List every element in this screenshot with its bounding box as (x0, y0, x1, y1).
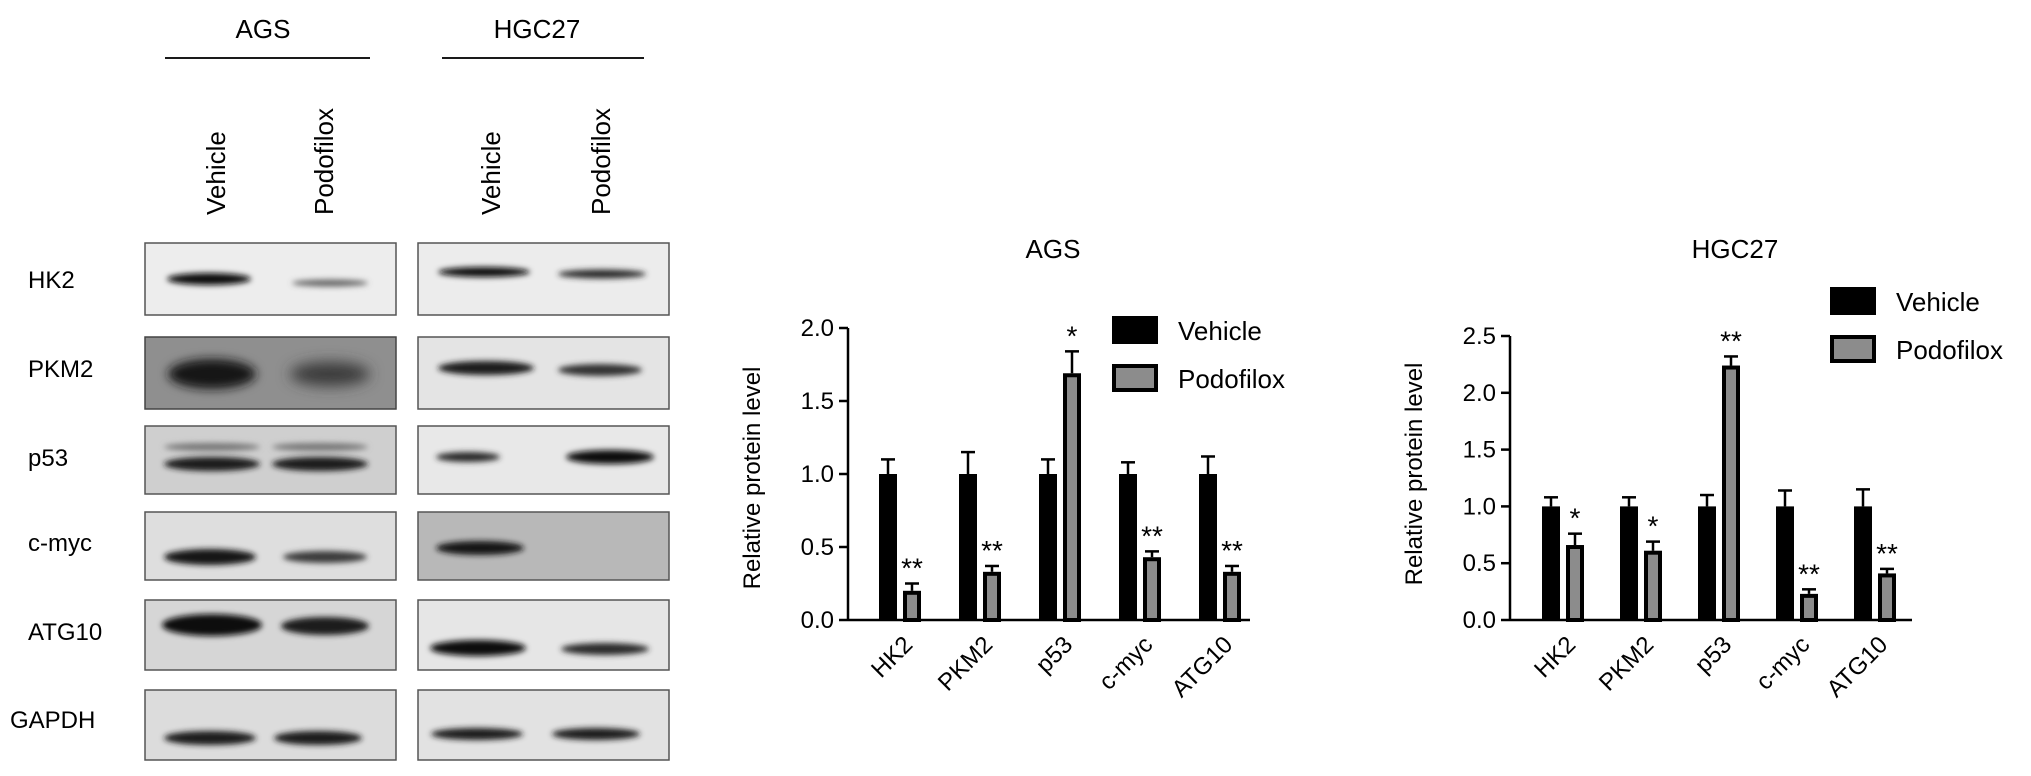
chart-ags-legend-label-vehicle: Vehicle (1178, 316, 1262, 346)
western-blot-panel: AGS HGC27 Vehicle Podofilox Vehicle Podo… (10, 14, 670, 761)
chart-ags-significance: * (1067, 320, 1078, 351)
chart-ags-legend-label-podofilox: Podofilox (1178, 364, 1285, 394)
chart-hgc27-bar-vehicle (1776, 506, 1794, 620)
chart-hgc27-legend-label-vehicle: Vehicle (1896, 287, 1980, 317)
chart-hgc27-category-label: p53 (1690, 631, 1737, 678)
chart-ags-bar-podofilox (1063, 373, 1081, 623)
lane-label-hgc27-vehicle: Vehicle (476, 131, 506, 215)
chart-ags-bar-podofilox (903, 590, 921, 622)
chart-ags-legend: Vehicle Podofilox (1112, 316, 1285, 394)
chart-hgc27-legend-swatch-vehicle (1830, 287, 1876, 315)
chart-hgc27-bar-podofilox (1566, 545, 1584, 622)
chart-hgc27-bar-podofilox (1800, 593, 1818, 623)
chart-ags-bar-podofilox (1143, 557, 1161, 622)
chart-hgc27-bar-vehicle (1620, 506, 1638, 620)
chart-ags-plot: 0.0 0.5 1.0 1.5 2.0 ** HK2 ** PKM2 * p53 ** c-myc ** A… (801, 315, 1250, 703)
chart-hgc27-title: HGC27 (1692, 234, 1779, 264)
chart-hgc27-legend-swatch-podofilox (1830, 335, 1876, 363)
chart-hgc27-category-label: ATG10 (1822, 631, 1894, 703)
chart-ags-ytick-label: 0.5 (801, 534, 834, 561)
chart-hgc27-plot: 0.0 0.5 1.0 1.5 2.0 2.5 * HK2 * PKM2 ** p53 ** c-myc *… (1463, 323, 1912, 703)
protein-label-hk2: HK2 (28, 267, 75, 294)
chart-hgc27-ytick-label: 0.5 (1463, 550, 1496, 577)
chart-hgc27-legend: Vehicle Podofilox (1830, 287, 2003, 365)
blot-membrane-hgc27-c-myc (417, 511, 670, 581)
blot-membrane-ags-c-myc (144, 511, 397, 581)
chart-hgc27-significance: ** (1720, 325, 1742, 356)
blot-membrane-ags-pkm2 (144, 336, 397, 410)
protein-label-pkm2: PKM2 (28, 356, 93, 383)
chart-hgc27-significance: ** (1876, 538, 1898, 569)
chart-ags-bar-vehicle (959, 474, 977, 620)
chart-ags-significance: ** (901, 553, 923, 584)
chart-ags-bar-podofilox (983, 571, 1001, 623)
chart-ags-category-label: c-myc (1094, 631, 1158, 695)
chart-hgc27-ytick-label: 1.0 (1463, 493, 1496, 520)
chart-hgc27-ylabel: Relative protein level (1401, 363, 1428, 586)
chart-ags-legend-swatch-podofilox (1112, 364, 1158, 392)
blot-membrane-hgc27-hk2 (417, 242, 670, 316)
chart-hgc27-significance: * (1570, 503, 1581, 534)
chart-hgc27-bar-podofilox (1878, 573, 1896, 623)
chart-ags-bar-vehicle (1119, 474, 1137, 620)
chart-hgc27-bar-vehicle (1698, 506, 1716, 620)
blot-membrane-hgc27-gapdh (417, 689, 670, 761)
chart-ags-title: AGS (1026, 234, 1081, 264)
chart-hgc27-category-label: HK2 (1529, 631, 1581, 683)
chart-ags-category-label: PKM2 (933, 631, 998, 696)
chart-ags-bar-vehicle (1039, 474, 1057, 620)
chart-ags: AGS Relative protein level 0.0 0.5 1.0 1.5 2… (739, 234, 1285, 703)
chart-hgc27-bar-podofilox (1644, 550, 1662, 622)
chart-hgc27-significance: * (1648, 511, 1659, 542)
chart-ags-bar-vehicle (1199, 474, 1217, 620)
chart-ags-category-label: ATG10 (1167, 631, 1239, 703)
chart-hgc27-ytick-label: 2.5 (1463, 323, 1496, 350)
chart-hgc27-bar-vehicle (1542, 506, 1560, 620)
blot-membrane-hgc27-pkm2 (417, 336, 670, 410)
chart-hgc27-significance: ** (1798, 558, 1820, 589)
chart-ags-ylabel: Relative protein level (739, 367, 766, 590)
chart-ags-ytick-label: 2.0 (801, 315, 834, 342)
chart-hgc27-bar-vehicle (1854, 506, 1872, 620)
blot-header-hgc27: HGC27 (494, 14, 581, 44)
chart-ags-significance: ** (1141, 520, 1163, 551)
lane-label-ags-vehicle: Vehicle (201, 131, 231, 215)
chart-hgc27-ytick-label: 2.0 (1463, 380, 1496, 407)
chart-ags-ytick-label: 0.0 (801, 607, 834, 634)
blot-membrane-hgc27-atg10 (417, 599, 670, 671)
chart-hgc27-legend-label-podofilox: Podofilox (1896, 335, 2003, 365)
blot-membrane-ags-atg10 (144, 599, 397, 671)
chart-hgc27-bar-podofilox (1722, 365, 1740, 623)
protein-label-c-myc: c-myc (28, 530, 92, 557)
lane-label-hgc27-podofilox: Podofilox (586, 108, 616, 215)
chart-ags-ytick-label: 1.5 (801, 388, 834, 415)
chart-ags-ytick-label: 1.0 (801, 461, 834, 488)
chart-hgc27-category-label: PKM2 (1594, 631, 1659, 696)
lane-label-ags-podofilox: Podofilox (309, 108, 339, 215)
chart-ags-significance: ** (981, 535, 1003, 566)
protein-label-p53: p53 (28, 445, 68, 472)
chart-ags-bar-vehicle (879, 474, 897, 620)
chart-hgc27: HGC27 Relative protein level 0.0 0.5 1.0 1.… (1401, 234, 2003, 703)
chart-ags-category-label: HK2 (866, 631, 918, 683)
blot-header-ags: AGS (236, 14, 291, 44)
chart-hgc27-category-label: c-myc (1751, 631, 1815, 695)
protein-label-atg10: ATG10 (28, 619, 102, 646)
blot-membrane-hgc27-p53 (417, 425, 670, 495)
chart-hgc27-ytick-label: 1.5 (1463, 437, 1496, 464)
chart-hgc27-ytick-label: 0.0 (1463, 607, 1496, 634)
chart-ags-legend-swatch-vehicle (1112, 316, 1158, 344)
blot-membrane-ags-p53 (144, 425, 397, 495)
blot-membrane-ags-gapdh (144, 689, 397, 761)
blot-membrane-ags-hk2 (144, 242, 397, 316)
protein-label-gapdh: GAPDH (10, 707, 95, 734)
chart-ags-category-label: p53 (1031, 631, 1078, 678)
chart-ags-significance: ** (1221, 535, 1243, 566)
chart-ags-bar-podofilox (1223, 571, 1241, 623)
